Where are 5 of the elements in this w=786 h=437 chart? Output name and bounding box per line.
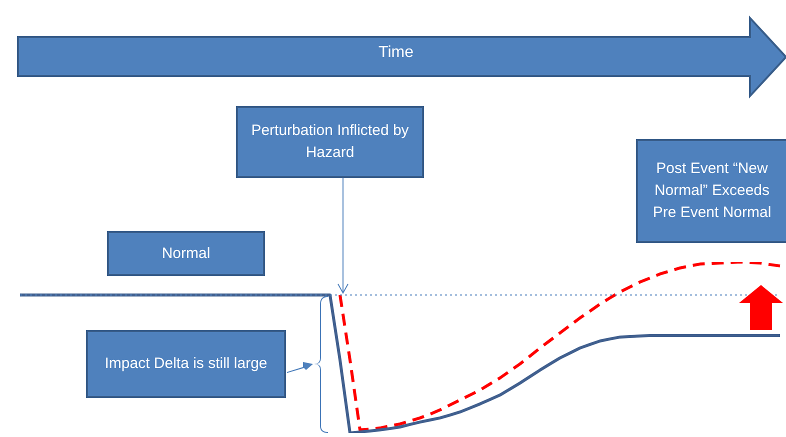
callout-box: Perturbation Inflicted by Hazard	[236, 106, 424, 178]
callout-box: Impact Delta is still large	[86, 330, 286, 398]
text: Time	[378, 44, 414, 62]
callout-box: Normal	[107, 231, 265, 276]
callout-box: Post Event “New Normal” Exceeds Pre Event Normal	[636, 139, 786, 243]
